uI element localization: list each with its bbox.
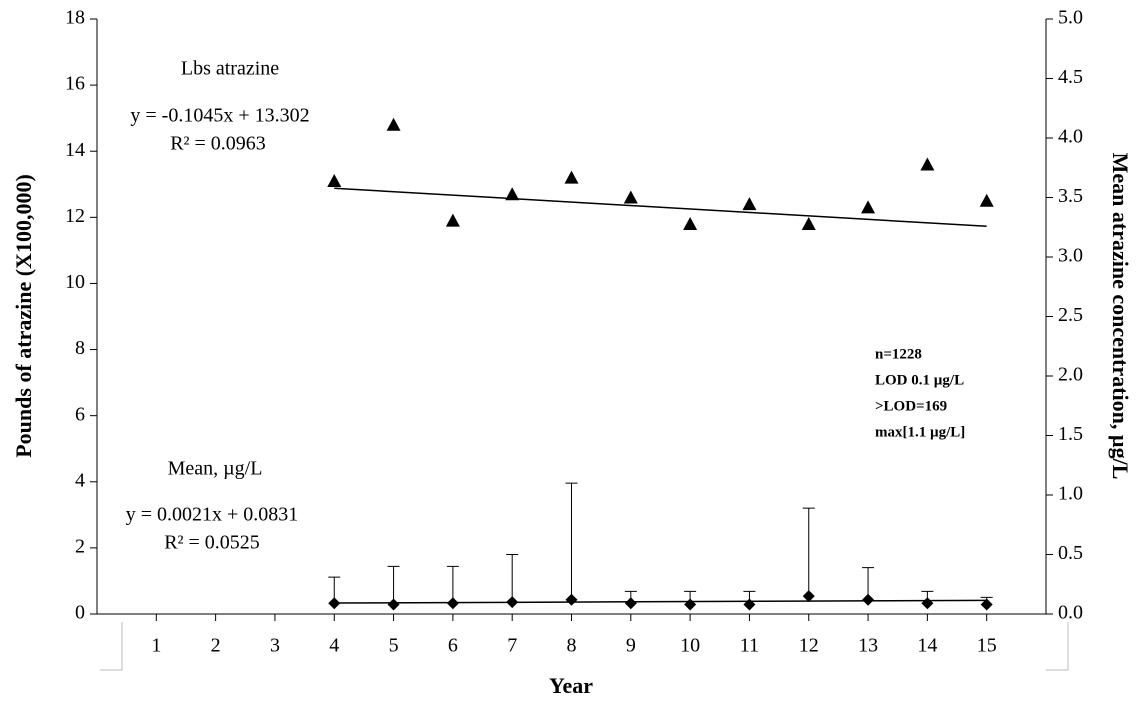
point-triangle — [445, 213, 460, 227]
y2-tick-label: 3.5 — [1058, 185, 1083, 207]
y2-tick-label: 4.5 — [1058, 66, 1083, 88]
y-tick-label: 10 — [65, 271, 85, 293]
y2-tick-label: 4.0 — [1058, 126, 1083, 148]
x-tick-label: 6 — [448, 635, 458, 657]
point-triangle — [564, 170, 579, 184]
point-triangle — [979, 193, 994, 207]
y-axis-title: Pounds of atrazine (X100,000) — [11, 174, 36, 458]
stat-note: n=1228 — [875, 346, 922, 362]
x-tick-label: 12 — [799, 635, 819, 657]
point-triangle — [920, 157, 935, 171]
point-diamond — [921, 597, 934, 610]
y2-tick-label: 0.5 — [1058, 542, 1083, 564]
x-tick-label: 15 — [977, 635, 997, 657]
x-tick-label: 11 — [740, 635, 759, 657]
point-diamond — [624, 597, 637, 610]
point-triangle — [623, 190, 638, 204]
point-triangle — [327, 173, 342, 187]
y-tick-label: 12 — [65, 205, 85, 227]
x-tick-label: 7 — [507, 635, 517, 657]
trend-r2: R² = 0.0525 — [164, 532, 260, 554]
y-tick-label: 8 — [75, 337, 85, 359]
error-bar — [446, 565, 459, 604]
y-tick-label: 2 — [75, 535, 85, 557]
y2-tick-label: 1.0 — [1058, 483, 1083, 505]
y2-tick-label: 2.5 — [1058, 304, 1083, 326]
stat-note: LOD 0.1 µg/L — [875, 372, 964, 388]
trend-r2: R² = 0.0963 — [170, 133, 266, 155]
x-tick-label: 13 — [858, 635, 878, 657]
trend-equation: y = -0.1045x + 13.302 — [130, 105, 309, 127]
x-tick-label: 1 — [151, 635, 161, 657]
trend-line — [334, 187, 987, 228]
frame-corner — [1046, 622, 1069, 671]
error-bar — [565, 482, 578, 600]
point-diamond — [862, 593, 875, 606]
x-axis-title: Year — [549, 673, 593, 698]
x-tick-label: 5 — [389, 635, 399, 657]
point-triangle — [861, 200, 876, 214]
y-tick-label: 16 — [65, 73, 85, 95]
point-triangle — [683, 216, 698, 230]
error-bar — [387, 565, 400, 605]
point-diamond — [506, 596, 519, 609]
point-diamond — [743, 598, 756, 611]
point-diamond — [446, 597, 459, 610]
point-diamond — [387, 598, 400, 611]
x-tick-label: 3 — [270, 635, 280, 657]
series-label: Mean, µg/L — [168, 458, 263, 480]
y2-tick-label: 3.0 — [1058, 245, 1083, 267]
point-triangle — [386, 117, 401, 131]
x-tick-label: 2 — [211, 635, 221, 657]
series-label: Lbs atrazine — [181, 58, 279, 80]
x-tick-label: 8 — [567, 635, 577, 657]
point-diamond — [980, 598, 993, 611]
y2-tick-label: 1.5 — [1058, 423, 1083, 445]
x-tick-label: 4 — [329, 635, 339, 657]
trend-line — [334, 599, 987, 604]
point-triangle — [742, 197, 757, 211]
x-tick-label: 14 — [917, 635, 937, 657]
stat-note: >LOD=169 — [875, 398, 947, 414]
point-triangle — [505, 187, 520, 201]
y-tick-label: 6 — [75, 403, 85, 425]
y2-axis-title: Mean atrazine concentration, µg/L — [1108, 153, 1133, 480]
y2-tick-label: 2.0 — [1058, 364, 1083, 386]
error-bar — [506, 554, 519, 603]
point-diamond — [328, 597, 341, 610]
point-triangle — [801, 216, 816, 230]
y-tick-label: 4 — [75, 469, 85, 491]
stat-note: max[1.1 µg/L] — [875, 424, 965, 440]
error-bar — [802, 507, 815, 597]
point-diamond — [802, 590, 815, 603]
y-tick-label: 0 — [75, 602, 85, 624]
y2-tick-label: 5.0 — [1058, 7, 1083, 29]
point-diamond — [684, 598, 697, 611]
frame-corner — [100, 622, 123, 671]
trend-equation: y = 0.0021x + 0.0831 — [126, 504, 299, 526]
x-tick-label: 10 — [680, 635, 700, 657]
x-tick-label: 9 — [626, 635, 636, 657]
y-tick-label: 18 — [65, 7, 85, 29]
y2-tick-label: 0.0 — [1058, 602, 1083, 624]
point-diamond — [565, 593, 578, 606]
y-tick-label: 14 — [65, 139, 85, 161]
